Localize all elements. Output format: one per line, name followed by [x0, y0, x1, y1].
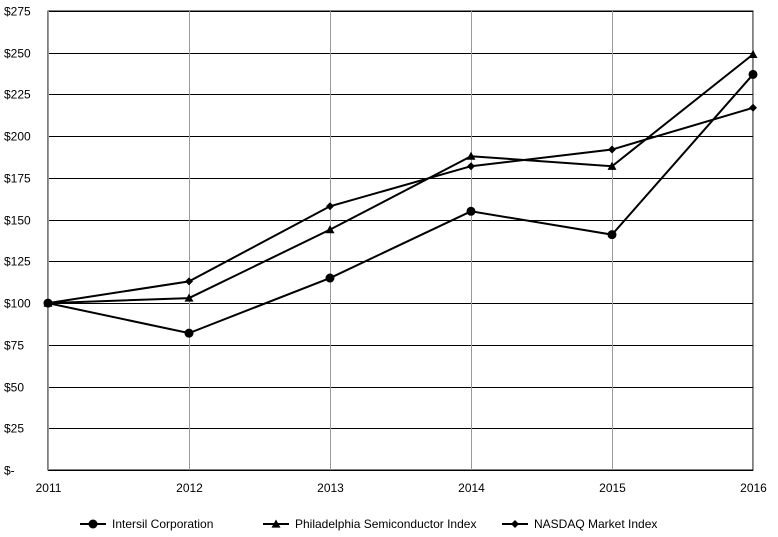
legend: Intersil Corporation Philadelphia Semicon…: [80, 517, 657, 531]
data-point: [184, 293, 194, 302]
series-line: [47, 53, 754, 305]
x-axis: 2011 2012 2013 2014 2015 2016: [36, 481, 768, 495]
legend-item-2: Philadelphia Semiconductor Index: [263, 517, 476, 531]
data-point: [467, 162, 475, 171]
data-point: [607, 230, 617, 240]
data-point: [608, 145, 616, 154]
y-tick-label: $25: [4, 422, 24, 436]
series-1: [43, 69, 758, 338]
y-tick-label: $175: [4, 172, 31, 186]
data-point: [466, 151, 476, 160]
x-tick-label: 2016: [740, 481, 767, 495]
plot-border: [47, 10, 754, 471]
legend-label: Philadelphia Semiconductor Index: [295, 517, 476, 531]
legend-label: Intersil Corporation: [112, 517, 213, 531]
y-tick-label: $225: [4, 88, 31, 102]
y-tick-label: $150: [4, 214, 31, 228]
y-tick-label: $125: [4, 255, 31, 269]
legend-label: NASDAQ Market Index: [534, 517, 657, 531]
legend-marker: [88, 519, 98, 529]
chart-grid: [47, 10, 754, 471]
series-layer: [43, 49, 758, 338]
data-point: [44, 299, 52, 308]
series-line: [47, 106, 754, 305]
data-point: [748, 49, 758, 58]
x-tick-label: 2015: [599, 481, 626, 495]
legend-marker: [511, 520, 519, 528]
y-tick-label: $200: [4, 130, 31, 144]
x-tick-label: 2013: [317, 481, 344, 495]
y-axis: $- $25 $50 $75 $100 $125 $150 $175 $200 $225 $250 $…: [4, 5, 31, 478]
x-tick-label: 2011: [36, 481, 62, 495]
series-3: [44, 103, 757, 308]
data-point: [326, 202, 334, 211]
data-point: [184, 328, 194, 338]
series-line: [47, 73, 754, 335]
data-point: [466, 206, 476, 216]
data-point: [748, 69, 758, 79]
data-point: [325, 225, 335, 234]
x-tick-label: 2012: [176, 481, 203, 495]
y-tick-label: $50: [4, 381, 24, 395]
y-tick-label: $75: [4, 339, 24, 353]
y-tick-label: $100: [4, 297, 31, 311]
x-tick-label: 2014: [458, 481, 485, 495]
data-point: [749, 103, 757, 112]
y-tick-label: $250: [4, 47, 31, 61]
legend-marker: [271, 519, 281, 528]
y-tick-label: $-: [4, 464, 15, 478]
y-tick-label: $275: [4, 5, 31, 19]
data-point: [185, 277, 193, 286]
legend-item-3: NASDAQ Market Index: [502, 517, 657, 531]
data-point: [325, 273, 335, 283]
data-point: [607, 161, 617, 170]
legend-item-1: Intersil Corporation: [80, 517, 213, 531]
